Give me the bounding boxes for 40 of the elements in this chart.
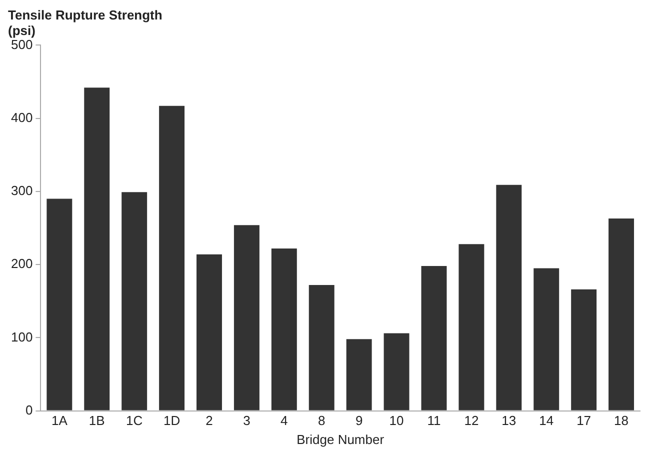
y-tick-label: 300 — [10, 183, 33, 198]
x-tick-label: 18 — [614, 413, 629, 428]
bar — [571, 289, 597, 410]
y-axis-title: Tensile Rupture Strength (psi) — [8, 7, 162, 38]
x-tick-label: 9 — [355, 413, 363, 428]
x-tick-label: 17 — [576, 413, 592, 428]
bar — [308, 285, 334, 410]
x-tick-label: 14 — [539, 413, 554, 428]
y-tick-label: 500 — [10, 36, 33, 52]
bar — [122, 192, 148, 410]
bar — [608, 218, 634, 410]
y-tick-label: 0 — [25, 402, 33, 418]
bar — [346, 339, 372, 410]
x-axis-title: Bridge Number — [296, 432, 385, 447]
x-tick-label: 4 — [280, 413, 288, 428]
x-tick-label: 1A — [51, 413, 68, 428]
bar — [534, 268, 560, 410]
x-tick-label: 11 — [427, 413, 441, 428]
x-tick-label: 10 — [389, 413, 404, 428]
x-tick-label: 3 — [243, 413, 250, 428]
bar — [384, 333, 410, 410]
x-tick-label: 1C — [126, 413, 143, 428]
x-tick-label: 8 — [318, 413, 326, 428]
bar — [234, 225, 260, 410]
bar — [458, 244, 484, 410]
bar — [271, 248, 297, 410]
x-tick-label: 1B — [88, 413, 105, 428]
y-tick-label: 100 — [10, 329, 33, 344]
x-tick-label: 12 — [464, 413, 479, 428]
bar — [496, 184, 522, 410]
bar — [421, 266, 447, 410]
x-tick-label: 1D — [163, 413, 180, 428]
x-tick-label: 2 — [206, 413, 213, 428]
bar — [46, 198, 72, 410]
bar — [84, 88, 110, 410]
bar — [159, 106, 185, 410]
y-tick-label: 200 — [10, 256, 33, 272]
x-tick-label: 13 — [502, 413, 516, 428]
y-tick-label: 400 — [10, 110, 33, 125]
bar — [196, 254, 222, 410]
